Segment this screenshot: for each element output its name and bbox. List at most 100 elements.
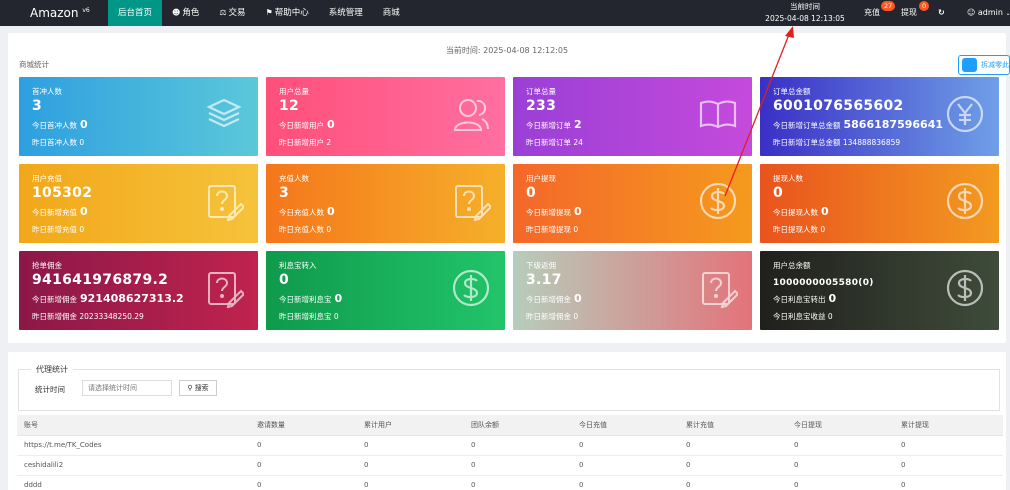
card-value: 1000000005580(0) bbox=[773, 278, 874, 288]
table-cell: dddd bbox=[17, 475, 250, 490]
card-today: 今日首冲人数 0 bbox=[32, 118, 88, 131]
agent-filter-box: 代理统计 统计时间 ⚲ 搜索 bbox=[18, 364, 1000, 411]
stat-card: 订单总金额 6001076565602 今日新增订单总金额 5866187596641… bbox=[760, 77, 999, 156]
table-row[interactable]: dddd 0 0 0 0 0 0 0 bbox=[17, 475, 1003, 490]
col-header: 今日提现 bbox=[787, 415, 894, 436]
chevron-down-icon: ⌄ bbox=[1005, 10, 1010, 17]
table-header-row: 账号 邀请数量 累计用户 团队余额 今日充值 累计充值 今日提现 累计提现 bbox=[17, 415, 1003, 436]
withdraw-link[interactable]: 提现 bbox=[901, 8, 917, 17]
card-value: 0 bbox=[773, 185, 784, 201]
nav-item-shop[interactable]: 商城 bbox=[382, 8, 400, 18]
stat-card: 用户充值 105302 今日新增充值 0 昨日新增充值 0 bbox=[19, 164, 258, 243]
table-cell: 0 bbox=[787, 475, 894, 490]
table-cell: 0 bbox=[357, 455, 464, 476]
table-cell: 0 bbox=[894, 475, 1003, 490]
stat-card: 抢单佣金 941641976879.2 今日新增佣金 921408627313.2 昨日… bbox=[19, 251, 258, 330]
card-yesterday: 昨日新增订单 24 bbox=[526, 138, 583, 147]
card-title: 用户总余额 bbox=[773, 261, 811, 270]
card-title: 订单总金额 bbox=[773, 87, 811, 96]
flag-icon: ⚑ bbox=[265, 8, 273, 17]
card-value: 233 bbox=[526, 98, 557, 114]
table-cell: 0 bbox=[572, 455, 679, 476]
card-yesterday: 昨日新增佣金 20233348250.29 bbox=[32, 312, 144, 321]
recharge-link[interactable]: 充值 bbox=[864, 8, 880, 17]
logo-version: v6 bbox=[82, 7, 90, 14]
card-value: 941641976879.2 bbox=[32, 272, 169, 288]
card-value: 3 bbox=[32, 98, 43, 114]
table-cell: 0 bbox=[464, 455, 572, 476]
stat-card: 用户提现 0 今日新增提现 0 昨日新增提现 0 bbox=[513, 164, 752, 243]
refresh-icon[interactable]: ↻ bbox=[938, 8, 945, 17]
filter-label: 统计时间 bbox=[35, 385, 65, 394]
nav-item-system[interactable]: 系统管理 bbox=[328, 8, 363, 18]
nav-item-roles[interactable]: ☻ 角色 bbox=[172, 8, 200, 18]
table-cell: ceshidalili2 bbox=[17, 455, 250, 476]
edit-icon bbox=[451, 181, 493, 222]
card-value: 0 bbox=[526, 185, 537, 201]
card-title: 下级返佣 bbox=[526, 261, 556, 270]
table-cell: 0 bbox=[250, 455, 357, 476]
card-today: 今日提现人数 0 bbox=[773, 205, 829, 218]
dollar-icon bbox=[451, 268, 491, 308]
server-time-value: 2025-04-08 12:13:05 bbox=[765, 14, 845, 23]
user-menu[interactable]: ☺ admin ⌄ bbox=[967, 8, 1010, 17]
table-cell: 0 bbox=[894, 455, 1003, 476]
table-row[interactable]: ceshidalili2 0 0 0 0 0 0 0 bbox=[17, 455, 1003, 476]
agent-stats-legend: 代理统计 bbox=[31, 364, 73, 375]
stat-card: 用户总量 12 今日新增用户 0 昨日新增用户 2 bbox=[266, 77, 505, 156]
card-yesterday: 昨日充值人数 0 bbox=[279, 225, 332, 234]
users-icon bbox=[451, 94, 491, 134]
table-cell: 0 bbox=[787, 435, 894, 456]
card-today: 今日充值人数 0 bbox=[279, 205, 335, 218]
card-today: 今日利息宝转出 0 bbox=[773, 292, 837, 305]
app-logo[interactable]: Amazon v6 bbox=[30, 6, 90, 20]
card-value: 3.17 bbox=[526, 272, 562, 288]
search-icon: ⚲ bbox=[187, 384, 193, 392]
card-today: 今日新增充值 0 bbox=[32, 205, 88, 218]
panel-title: 商城统计 bbox=[19, 60, 49, 69]
nav-item-trade[interactable]: ⚖ 交易 bbox=[219, 8, 246, 18]
card-today: 今日新增订单 2 bbox=[526, 118, 582, 131]
yen-icon bbox=[945, 94, 985, 134]
share-button[interactable]: 拆减零此上 bbox=[958, 55, 1010, 75]
stat-card: 首冲人数 3 今日首冲人数 0 昨日首冲人数 0 bbox=[19, 77, 258, 156]
card-title: 提现人数 bbox=[773, 174, 803, 183]
card-today: 今日新增订单总金额 5866187596641 bbox=[773, 118, 943, 131]
stat-card: 用户总余额 1000000005580(0) 今日利息宝转出 0 今日利息宝收益 0 bbox=[760, 251, 999, 330]
card-value: 12 bbox=[279, 98, 300, 114]
col-header: 账号 bbox=[17, 415, 250, 436]
card-yesterday: 昨日新增利息宝 0 bbox=[279, 312, 339, 321]
nav-item-home[interactable]: 后台首页 bbox=[108, 0, 163, 26]
server-time: 当前时间 2025-04-08 12:13:05 bbox=[764, 1, 846, 25]
table-cell: https://t.me/TK_Codes bbox=[17, 435, 250, 456]
user-icon: ☺ bbox=[967, 8, 976, 17]
scale-icon: ⚖ bbox=[219, 8, 227, 17]
stat-card: 利息宝转入 0 今日新增利息宝 0 昨日新增利息宝 0 bbox=[266, 251, 505, 330]
recharge-badge: 27 bbox=[881, 1, 896, 11]
current-time: 当前时间: 2025-04-08 12:12:05 bbox=[445, 46, 569, 55]
card-value: 105302 bbox=[32, 185, 93, 201]
card-yesterday: 昨日首冲人数 0 bbox=[32, 138, 85, 147]
card-yesterday: 今日利息宝收益 0 bbox=[773, 312, 833, 321]
edit-icon bbox=[204, 268, 246, 309]
card-value: 0 bbox=[279, 272, 290, 288]
table-cell: 0 bbox=[894, 435, 1003, 456]
date-range-input[interactable] bbox=[82, 380, 172, 396]
nav-item-help[interactable]: ⚑ 帮助中心 bbox=[265, 8, 309, 18]
dollar-icon bbox=[945, 268, 985, 308]
book-icon bbox=[698, 94, 738, 134]
table-cell: 0 bbox=[357, 475, 464, 490]
stat-card: 提现人数 0 今日提现人数 0 昨日提现人数 0 bbox=[760, 164, 999, 243]
card-today: 今日新增提现 0 bbox=[526, 205, 582, 218]
agent-table: 账号 邀请数量 累计用户 团队余额 今日充值 累计充值 今日提现 累计提现 ht… bbox=[17, 415, 1003, 490]
card-yesterday: 昨日新增充值 0 bbox=[32, 225, 85, 234]
search-button[interactable]: ⚲ 搜索 bbox=[179, 380, 217, 396]
table-row[interactable]: https://t.me/TK_Codes 0 0 0 0 0 0 0 bbox=[17, 435, 1003, 456]
table-cell: 0 bbox=[679, 455, 787, 476]
dollar-icon bbox=[945, 181, 985, 221]
card-yesterday: 昨日新增佣金 0 bbox=[526, 312, 579, 321]
card-title: 利息宝转入 bbox=[279, 261, 317, 270]
table-cell: 0 bbox=[464, 475, 572, 490]
layers-icon bbox=[204, 94, 244, 134]
card-title: 用户提现 bbox=[526, 174, 556, 183]
